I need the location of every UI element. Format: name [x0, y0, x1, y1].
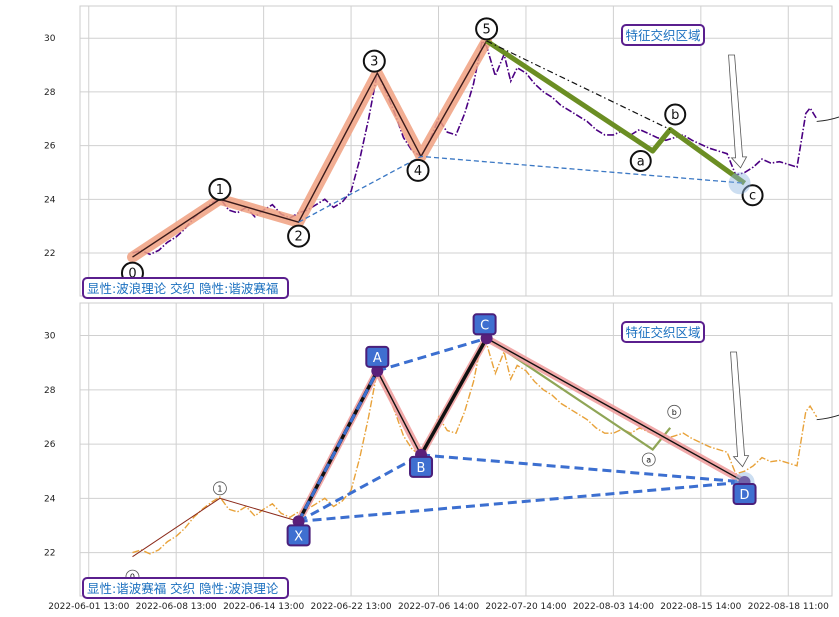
harmonic-point-A-label: A	[373, 351, 382, 366]
corrective-wave-line	[485, 38, 747, 186]
wave-point-1-circle	[208, 177, 232, 201]
wave-point-a-circle	[629, 150, 652, 172]
wave-point-b-label: b	[672, 408, 677, 417]
wave-point-b-label: b	[671, 108, 679, 123]
wave-point-c-circle	[741, 184, 764, 207]
y-tick-label: 22	[44, 249, 55, 259]
y-tick-label: 28	[44, 386, 56, 396]
y-tick-label: 30	[44, 34, 56, 44]
harmonic-leg-B-C	[419, 337, 489, 456]
channel-line-2-4-c	[298, 155, 745, 223]
harmonic-point-C-box	[472, 313, 497, 336]
harmonic-point-A-box	[365, 345, 390, 368]
harmonic-triangle-X-D	[298, 480, 745, 523]
x-tick-label: 2022-06-22 13:00	[311, 602, 392, 612]
harmonic-triangle-X-A	[297, 370, 379, 523]
y-tick-label: 24	[44, 195, 56, 205]
wave-point-b-circle	[664, 103, 687, 126]
harmonic-point-B-label: B	[417, 461, 426, 476]
y-tick-label: 24	[44, 494, 56, 504]
annotation-pointer-arrow	[730, 351, 750, 468]
harmonic-point-C-label: C	[480, 318, 489, 333]
panel-caption-box	[82, 577, 289, 599]
harmonic-triangle-B-D	[420, 453, 745, 484]
x-tick-label: 2022-08-03 14:00	[573, 602, 654, 612]
projection-arrow	[816, 116, 839, 122]
harmonic-point-B-box	[409, 455, 434, 478]
x-tick-label: 2022-07-20 14:00	[485, 602, 566, 612]
price-line	[132, 336, 818, 555]
y-tick-label: 26	[44, 142, 56, 152]
panel-caption-text: 显性:谐波赛福 交织 隐性:波浪理论	[87, 581, 279, 596]
harmonic-point-D-label: D	[740, 488, 750, 503]
impulse-wave-line	[132, 40, 488, 258]
harmonic-point-X-label: X	[294, 529, 303, 544]
panel-caption-text: 显性:波浪理论 交织 隐性:谐波赛福	[87, 281, 278, 296]
wave-point-5-circle	[475, 17, 499, 41]
y-tick-label: 30	[44, 332, 56, 342]
x-tick-label: 2022-06-08 13:00	[136, 602, 217, 612]
wave-point-5-label: 5	[482, 22, 490, 37]
wave-point-0-label: 0	[128, 267, 136, 282]
wave-point-1-circle	[213, 481, 227, 496]
panel-bottom: 2224262830XABCD01ab特征交织区域显性:谐波赛福 交织 隐性:波…	[44, 302, 839, 599]
plot-area	[79, 302, 833, 597]
wave-point-a-label: a	[646, 456, 651, 465]
wave-point-2-circle	[287, 224, 311, 248]
wave-point-b-circle	[667, 404, 682, 419]
x-tick-label: 2022-08-18 11:00	[748, 602, 829, 612]
harmonic-leg-C-D	[486, 337, 745, 483]
projection-arrow	[816, 414, 839, 421]
harmonic-point-X-box	[286, 524, 311, 547]
wave-line-0-1	[132, 497, 299, 558]
wave-point-c-label: c	[749, 189, 756, 204]
harmonic-triangle-X-B	[297, 453, 422, 523]
wave-point-3-label: 3	[370, 55, 378, 70]
harmonic-point-D-box	[732, 483, 757, 506]
wave-point-1-label: 1	[216, 183, 224, 198]
annotation-label: 特征交织区域	[625, 325, 700, 340]
wave-point-4-circle	[406, 158, 430, 182]
wave-point-a-label: a	[637, 155, 645, 170]
harmonic-triangle-A-C	[376, 336, 488, 373]
y-tick-label: 26	[44, 440, 56, 450]
x-tick-label: 2022-07-06 14:00	[398, 602, 479, 612]
y-tick-label: 22	[44, 549, 55, 559]
plot-area	[79, 5, 833, 297]
x-tick-label: 2022-06-14 13:00	[223, 602, 304, 612]
harmonic-leg-A-B	[376, 370, 422, 456]
wave-point-3-circle	[362, 49, 386, 73]
wave-point-4-label: 4	[414, 164, 422, 179]
intersection-zone-highlight	[728, 172, 751, 195]
wave-point-a-circle	[641, 452, 656, 467]
annotation-pointer-arrow	[728, 54, 748, 169]
x-tick-label: 2022-06-01 13:00	[48, 602, 129, 612]
wave-point-1-label: 1	[217, 484, 222, 493]
wave-point-2-label: 2	[294, 230, 302, 245]
x-tick-label: 2022-08-15 14:00	[660, 602, 741, 612]
panel-caption-box	[82, 277, 289, 299]
annotation-box	[621, 24, 705, 46]
annotation-box	[621, 321, 705, 343]
annotation-label: 特征交织区域	[625, 28, 700, 43]
y-tick-label: 28	[44, 88, 56, 98]
